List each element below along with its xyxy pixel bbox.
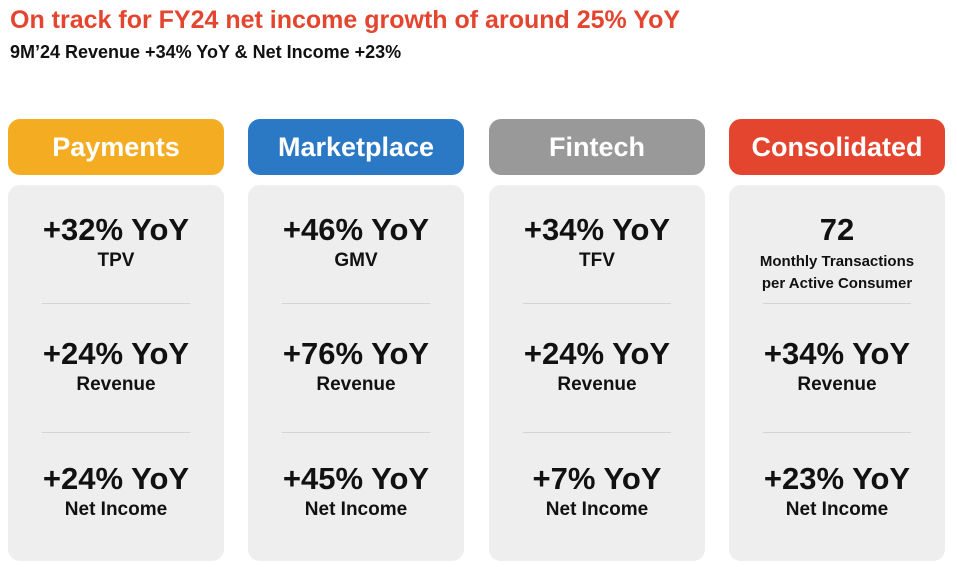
metric-tpv: +32% YoY TPV	[8, 211, 224, 273]
divider	[282, 303, 430, 304]
metric-value: +34% YoY	[523, 212, 671, 247]
metric-net-income: +45% YoY Net Income	[248, 460, 464, 522]
metric-label-line2: per Active Consumer	[761, 275, 913, 292]
metric-label: Revenue	[797, 374, 877, 395]
metric-net-income: +24% YoY Net Income	[8, 460, 224, 522]
divider	[42, 303, 190, 304]
metric-net-income: +23% YoY Net Income	[729, 460, 945, 522]
metric-revenue: +24% YoY Revenue	[489, 335, 705, 397]
metric-revenue: +34% YoY Revenue	[729, 335, 945, 397]
segment-panel-payments: +32% YoY TPV +24% YoY Revenue +24% YoY N…	[8, 185, 224, 561]
metric-tfv: +34% YoY TFV	[489, 211, 705, 273]
divider	[523, 303, 671, 304]
divider	[763, 432, 911, 433]
page-title: On track for FY24 net income growth of a…	[10, 6, 681, 34]
metric-value: +45% YoY	[282, 461, 430, 496]
divider	[282, 432, 430, 433]
metric-label: Net Income	[545, 499, 649, 520]
metric-value: +24% YoY	[42, 461, 190, 496]
segment-column-consolidated: Consolidated 72 Monthly Transactions per…	[729, 119, 945, 561]
metric-net-income: +7% YoY Net Income	[489, 460, 705, 522]
metric-revenue: +24% YoY Revenue	[8, 335, 224, 397]
segment-header-marketplace: Marketplace	[248, 119, 464, 175]
segment-header-payments: Payments	[8, 119, 224, 175]
metric-value: 72	[819, 212, 855, 247]
metric-gmv: +46% YoY GMV	[248, 211, 464, 273]
metric-label: TPV	[97, 250, 135, 271]
metric-label: Revenue	[557, 374, 637, 395]
metric-label: GMV	[334, 250, 378, 271]
metric-value: +76% YoY	[282, 336, 430, 371]
metric-label-line1: Monthly Transactions	[759, 253, 915, 270]
segment-header-fintech: Fintech	[489, 119, 705, 175]
metric-monthly-transactions: 72 Monthly Transactions per Active Consu…	[729, 211, 945, 295]
metric-label: Revenue	[76, 374, 156, 395]
divider	[523, 432, 671, 433]
metric-value: +24% YoY	[42, 336, 190, 371]
metric-label: Net Income	[64, 499, 168, 520]
page-subtitle: 9M’24 Revenue +34% YoY & Net Income +23%	[10, 42, 402, 62]
metric-label: Net Income	[785, 499, 889, 520]
divider	[763, 303, 911, 304]
metric-value: +23% YoY	[763, 461, 911, 496]
segment-column-fintech: Fintech +34% YoY TFV +24% YoY Revenue +7…	[489, 119, 705, 561]
segment-column-marketplace: Marketplace +46% YoY GMV +76% YoY Revenu…	[248, 119, 464, 561]
metric-value: +24% YoY	[523, 336, 671, 371]
segment-panel-consolidated: 72 Monthly Transactions per Active Consu…	[729, 185, 945, 561]
divider	[42, 432, 190, 433]
segment-panel-marketplace: +46% YoY GMV +76% YoY Revenue +45% YoY N…	[248, 185, 464, 561]
metric-label: TFV	[579, 250, 615, 271]
metric-value: +7% YoY	[532, 461, 662, 496]
metric-label: Net Income	[304, 499, 408, 520]
segment-header-consolidated: Consolidated	[729, 119, 945, 175]
metric-revenue: +76% YoY Revenue	[248, 335, 464, 397]
segment-column-payments: Payments +32% YoY TPV +24% YoY Revenue +…	[8, 119, 224, 561]
segment-panel-fintech: +34% YoY TFV +24% YoY Revenue +7% YoY Ne…	[489, 185, 705, 561]
metric-value: +32% YoY	[42, 212, 190, 247]
metric-value: +46% YoY	[282, 212, 430, 247]
metric-value: +34% YoY	[763, 336, 911, 371]
metric-label: Revenue	[316, 374, 396, 395]
